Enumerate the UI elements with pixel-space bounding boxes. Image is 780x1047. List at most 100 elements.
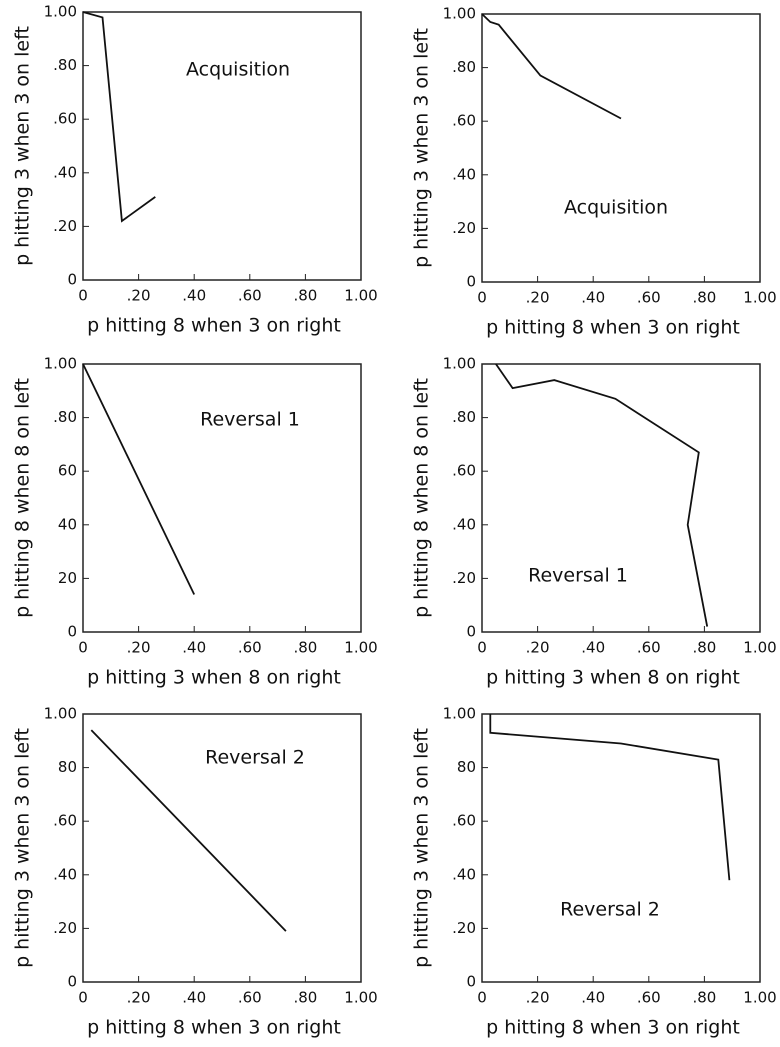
x-tick-label: .80 [293,639,317,657]
x-axis-label: p hitting 8 when 3 on right [486,317,740,339]
y-tick-label: .80 [53,408,77,426]
x-tick-label: 1.00 [743,639,776,657]
y-tick-label: 0 [466,623,476,641]
x-tick-label: 0 [477,639,487,657]
y-tick-label: .60 [452,112,476,130]
y-tick-label: 1.00 [44,355,77,373]
y-tick-label: .20 [452,219,476,237]
x-tick-label: .80 [692,289,716,307]
x-tick-label: .40 [581,989,605,1007]
x-tick-label: 1.00 [344,639,377,657]
x-tick-label: 1.00 [344,287,377,305]
x-tick-label: .40 [581,639,605,657]
x-tick-label: .20 [526,289,550,307]
y-tick-label: .80 [452,408,476,426]
x-tick-label: .20 [127,639,151,657]
plot-frame [82,713,362,983]
y-tick-label: .40 [53,865,77,883]
y-axis-label: p hitting 3 when 3 on left [411,728,433,968]
y-tick-label: 0 [67,973,77,991]
x-tick-label: .20 [526,639,550,657]
chart-title: Acquisition [564,197,668,219]
y-tick-label: .60 [452,462,476,480]
x-tick-label: 0 [477,289,487,307]
chart-title: Reversal 2 [205,747,305,769]
y-tick-label: .40 [53,163,77,181]
x-tick-label: .80 [692,639,716,657]
x-tick-label: .40 [182,287,206,305]
x-tick-label: 1.00 [344,989,377,1007]
y-tick-label: .40 [452,165,476,183]
chart-title: Reversal 2 [560,899,660,921]
x-tick-label: .40 [581,289,605,307]
chart-title: Reversal 1 [200,409,300,431]
x-tick-label: .20 [127,989,151,1007]
y-tick-label: 40 [58,515,77,533]
y-tick-label: .20 [53,217,77,235]
chart-title: Reversal 1 [528,565,628,587]
x-tick-label: 1.00 [743,289,776,307]
y-tick-label: 80 [58,758,77,776]
y-axis-label: p hitting 8 when 8 on left [411,378,433,618]
plot-frame [481,13,761,283]
y-tick-label: .80 [53,56,77,74]
y-tick-label: .60 [53,110,77,128]
x-tick-label: .80 [293,989,317,1007]
y-tick-label: .40 [452,515,476,533]
x-axis-label: p hitting 3 when 8 on right [486,667,740,689]
y-tick-label: 0 [466,973,476,991]
data-line [82,363,196,595]
x-tick-label: 0 [477,989,487,1007]
x-tick-label: .20 [127,287,151,305]
x-tick-label: .60 [238,989,262,1007]
y-tick-label: 0 [67,623,77,641]
y-axis-label: p hitting 3 when 3 on left [12,26,34,266]
data-line [82,11,156,223]
data-line [90,729,287,932]
y-tick-label: 60 [58,462,77,480]
chart-title: Acquisition [186,59,290,81]
y-tick-label: 1.00 [443,5,476,23]
x-tick-label: 0 [78,989,88,1007]
x-tick-label: .60 [238,287,262,305]
data-line [489,714,731,881]
y-tick-label: .20 [452,919,476,937]
x-tick-label: .60 [238,639,262,657]
y-tick-label: .20 [452,569,476,587]
y-axis-label: p hitting 3 when 3 on left [411,28,433,268]
x-tick-label: .40 [182,989,206,1007]
data-line [481,13,622,120]
y-axis-label: p hitting 3 when 3 on left [12,728,34,968]
plot-frame [481,363,761,633]
x-tick-label: .60 [637,639,661,657]
y-tick-label: 1.00 [443,705,476,723]
y-tick-label: .20 [53,919,77,937]
data-line [495,363,709,627]
y-tick-label: 1.00 [44,705,77,723]
x-tick-label: 1.00 [743,989,776,1007]
x-tick-label: .80 [293,287,317,305]
y-tick-label: .60 [452,812,476,830]
x-tick-label: .20 [526,989,550,1007]
y-tick-label: .40 [452,865,476,883]
y-tick-label: 0 [67,271,77,289]
x-axis-label: p hitting 8 when 3 on right [87,315,341,337]
x-tick-label: 0 [78,287,88,305]
y-tick-label: 0 [466,273,476,291]
y-tick-label: 20 [58,569,77,587]
x-tick-label: .60 [637,289,661,307]
y-tick-label: .60 [53,812,77,830]
x-axis-label: p hitting 8 when 3 on right [486,1017,740,1039]
y-tick-label: 1.00 [44,3,77,21]
x-tick-label: .60 [637,989,661,1007]
y-tick-label: 80 [457,758,476,776]
y-axis-label: p hitting 8 when 8 on left [12,378,34,618]
y-tick-label: .80 [452,58,476,76]
plot-frame [82,11,362,281]
x-tick-label: .40 [182,639,206,657]
plot-frame [481,713,761,983]
x-tick-label: 0 [78,639,88,657]
x-axis-label: p hitting 3 when 8 on right [87,667,341,689]
plot-frame [82,363,362,633]
